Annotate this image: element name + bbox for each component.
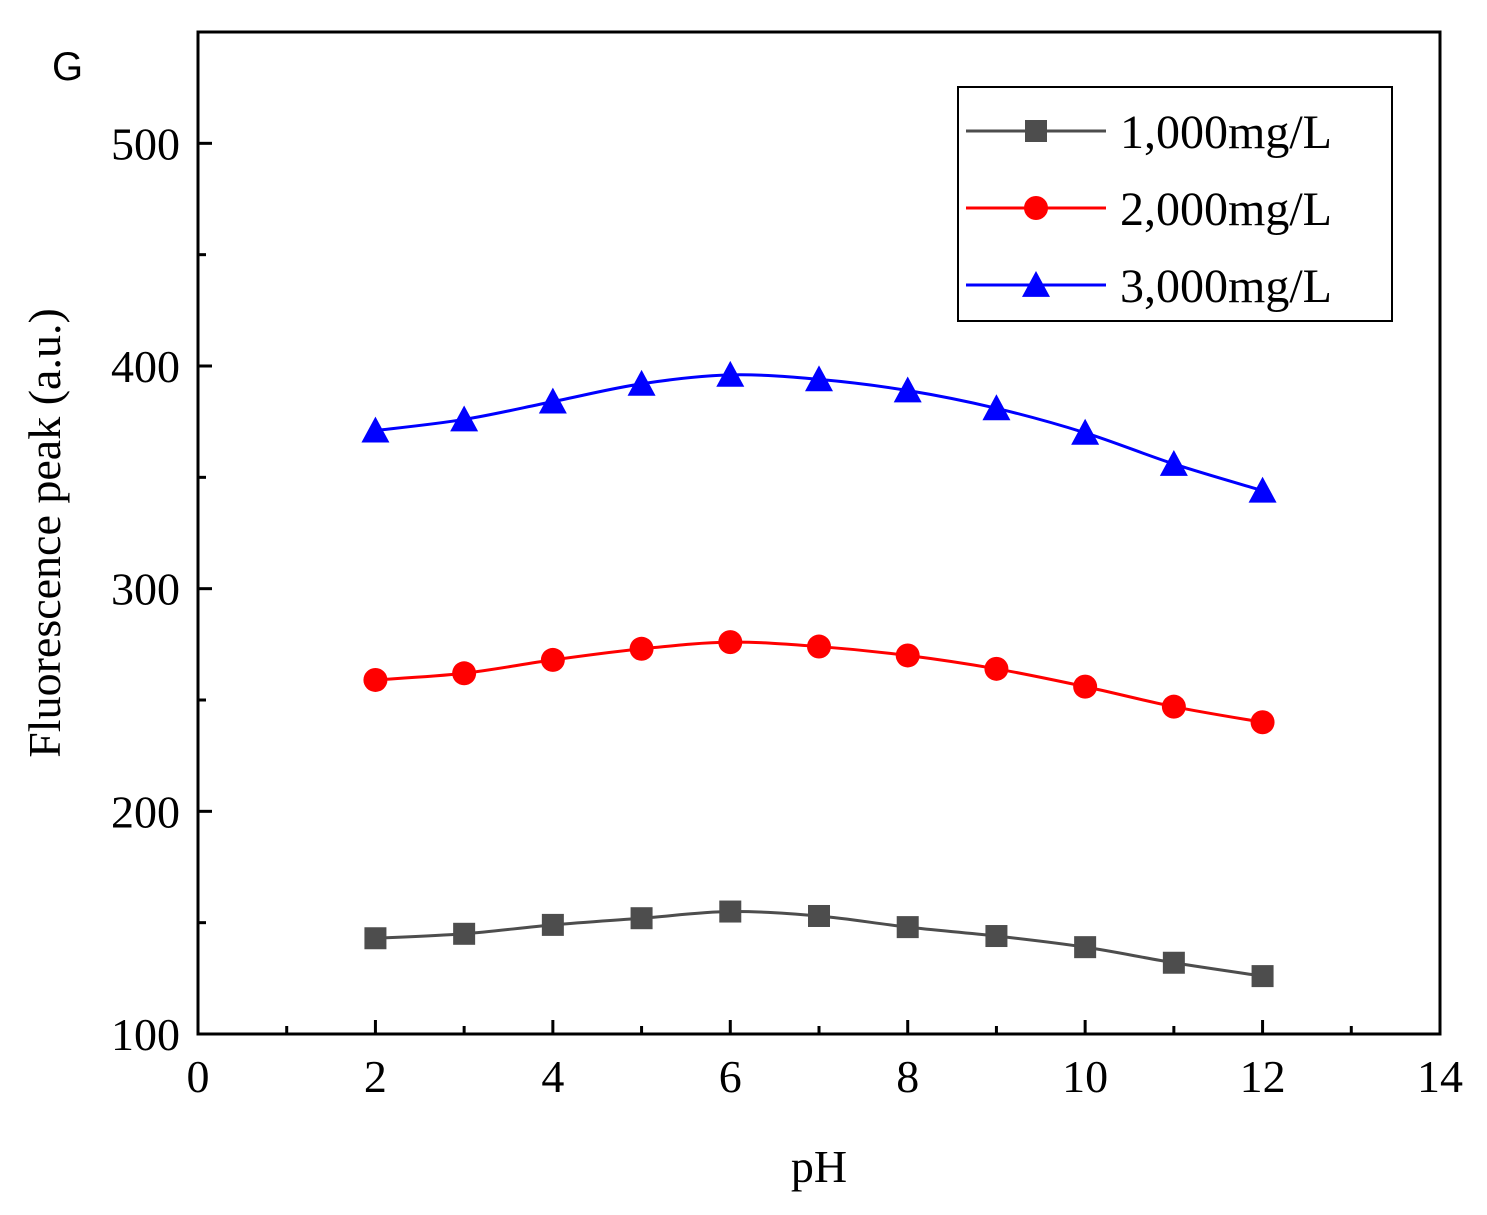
- data-point: [896, 916, 919, 939]
- x-axis-label: pH: [791, 1141, 847, 1192]
- panel-label: G: [52, 45, 83, 89]
- data-point: [1159, 449, 1188, 476]
- data-point: [716, 360, 745, 387]
- y-tick-label: 500: [111, 118, 180, 169]
- legend-entry: 3,000mg/L: [966, 260, 1332, 313]
- data-point: [1073, 674, 1098, 699]
- data-point: [718, 630, 743, 655]
- data-point: [364, 927, 387, 950]
- x-tick-label: 12: [1240, 1051, 1286, 1102]
- data-point: [808, 904, 830, 927]
- x-tick-label: 14: [1417, 1051, 1463, 1102]
- legend-marker: [1024, 196, 1048, 220]
- x-tick-label: 2: [364, 1051, 387, 1102]
- x-tick-label: 6: [719, 1051, 742, 1102]
- data-point: [1248, 476, 1277, 503]
- y-tick-label: 100: [111, 1009, 180, 1060]
- series-triangle: [361, 360, 1277, 503]
- legend-label: 2,000mg/L: [1120, 183, 1332, 236]
- data-point: [982, 394, 1011, 421]
- data-point: [540, 647, 565, 672]
- data-point: [629, 636, 654, 661]
- data-point: [1161, 694, 1186, 719]
- legend-entry: 2,000mg/L: [966, 183, 1332, 236]
- legend-label: 1,000mg/L: [1120, 106, 1332, 159]
- data-point: [1251, 965, 1274, 988]
- data-point: [893, 376, 922, 403]
- data-point: [630, 907, 653, 930]
- data-point: [1074, 936, 1097, 959]
- legend-marker: [1025, 120, 1047, 142]
- y-tick-label: 400: [111, 341, 180, 392]
- y-axis-label: Fluorescence peak (a.u.): [19, 308, 70, 758]
- x-tick-label: 8: [896, 1051, 919, 1102]
- x-tick-label: 10: [1062, 1051, 1108, 1102]
- data-point: [541, 913, 564, 936]
- data-point: [719, 900, 742, 923]
- series-square: [364, 900, 1274, 988]
- data-point: [453, 922, 476, 945]
- data-series: [361, 360, 1277, 988]
- x-tick-label: 4: [541, 1051, 564, 1102]
- series-line: [375, 373, 1264, 493]
- legend: 1,000mg/L 2,000mg/L 3,000mg/L: [957, 86, 1393, 322]
- data-point: [1162, 951, 1185, 974]
- x-tick-label: 0: [187, 1051, 210, 1102]
- plot-area-frame: [196, 30, 1442, 1036]
- data-point: [984, 656, 1009, 681]
- data-point: [1071, 418, 1100, 445]
- data-point: [807, 634, 831, 659]
- legend-label: 3,000mg/L: [1120, 260, 1332, 313]
- data-point: [1250, 710, 1275, 735]
- data-point: [363, 667, 388, 692]
- data-point: [627, 369, 656, 396]
- y-tick-label: 300: [111, 564, 180, 615]
- legend-entry: 1,000mg/L: [966, 106, 1332, 159]
- data-point: [361, 416, 390, 443]
- data-point: [895, 643, 920, 668]
- axis-tick-labels: 0 2 4 6 8 10 12 14 100 200 300 400 500: [111, 118, 1463, 1102]
- legend-marker: [1022, 271, 1050, 297]
- y-tick-label: 200: [111, 786, 180, 837]
- data-point: [538, 387, 567, 414]
- data-point: [450, 405, 479, 432]
- data-point: [452, 661, 477, 686]
- data-point: [805, 365, 833, 392]
- series-circle: [363, 630, 1275, 735]
- data-point: [985, 925, 1008, 948]
